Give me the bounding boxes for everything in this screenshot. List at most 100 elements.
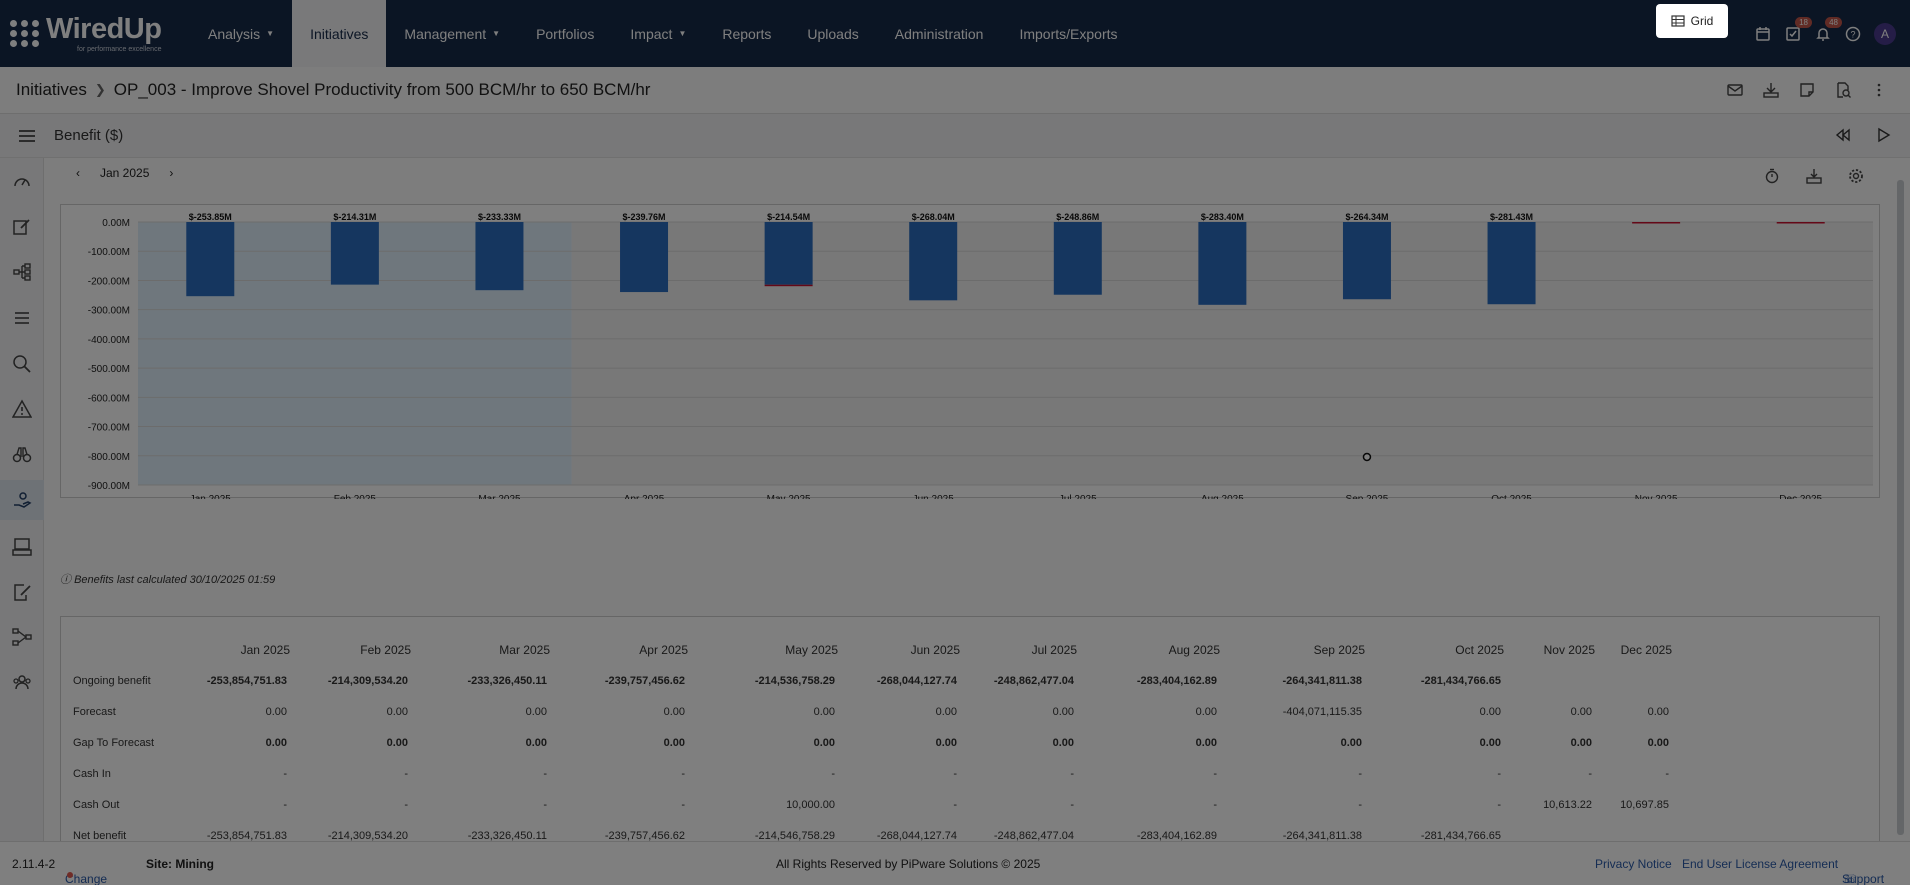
scrollbar[interactable] <box>1897 180 1904 835</box>
ongoing-benefit-bar[interactable] <box>1053 222 1102 295</box>
grid-cell[interactable]: 0.00 <box>1647 706 1669 718</box>
mail-icon[interactable] <box>1726 81 1744 104</box>
grid-cell[interactable]: 0.00 <box>813 737 835 749</box>
grid-cell[interactable]: - <box>1588 768 1592 780</box>
breadcrumb-root[interactable]: Initiatives <box>16 80 87 99</box>
team-icon[interactable] <box>12 672 32 692</box>
nav-item-administration[interactable]: Administration <box>877 0 1002 67</box>
grid-cell[interactable]: 10,697.85 <box>1620 799 1669 811</box>
ongoing-benefit-bar[interactable] <box>1198 222 1247 305</box>
rewind-icon[interactable] <box>1834 126 1852 149</box>
grid-cell[interactable]: 0.00 <box>386 706 408 718</box>
note-icon[interactable] <box>1798 81 1816 104</box>
grid-cell[interactable]: - <box>543 768 547 780</box>
settings-gear-icon[interactable] <box>1848 168 1864 189</box>
target-marker[interactable] <box>1362 452 1372 462</box>
register-icon[interactable] <box>12 537 32 557</box>
eula-link[interactable]: End User License Agreement <box>1682 857 1839 871</box>
grid-cell[interactable]: 0.00 <box>935 737 957 749</box>
help-icon[interactable]: ? <box>1844 25 1862 43</box>
grid-cell[interactable]: -248,862,477.04 <box>993 675 1074 687</box>
grid-cell[interactable]: - <box>1213 768 1217 780</box>
search-zoom-icon[interactable] <box>12 354 32 374</box>
cash-out-bar[interactable] <box>764 284 813 287</box>
nav-item-uploads[interactable]: Uploads <box>789 0 876 67</box>
grid-cell[interactable]: -214,309,534.20 <box>327 675 408 687</box>
cash-out-bar[interactable] <box>1776 222 1825 224</box>
grid-cell[interactable]: 0.00 <box>1570 706 1592 718</box>
grid-cell[interactable]: 0.00 <box>265 737 287 749</box>
document-search-icon[interactable] <box>1834 81 1852 104</box>
grid-cell[interactable]: 0.00 <box>1647 737 1669 749</box>
workflow-icon[interactable] <box>12 627 32 647</box>
benefit-hand-icon[interactable] <box>0 480 44 520</box>
ongoing-benefit-bar[interactable] <box>1342 222 1391 300</box>
cash-out-bar[interactable] <box>1632 222 1681 224</box>
tasks-icon[interactable]: 18 <box>1784 16 1812 43</box>
chevron-right-icon[interactable]: › <box>169 166 174 180</box>
grid-cell[interactable]: - <box>1358 799 1362 811</box>
grid-cell[interactable]: - <box>1070 768 1074 780</box>
grid-cell[interactable]: - <box>283 768 287 780</box>
bell-icon[interactable]: 48 <box>1814 16 1842 43</box>
wiredup-logo[interactable]: WiredUp for performance excellence <box>0 0 190 67</box>
ongoing-benefit-bar[interactable] <box>764 222 813 285</box>
binoculars-icon[interactable] <box>12 445 32 465</box>
grid-cell[interactable]: - <box>404 768 408 780</box>
download-icon[interactable] <box>1762 81 1780 104</box>
privacy-link[interactable]: Privacy Notice <box>1595 857 1672 871</box>
nav-item-management[interactable]: Management ▼ <box>386 0 518 67</box>
grid-cell[interactable]: - <box>543 799 547 811</box>
grid-cell[interactable]: - <box>404 799 408 811</box>
grid-view-button[interactable]: Grid <box>1656 4 1728 38</box>
grid-cell[interactable]: -253,854,751.83 <box>206 675 287 687</box>
grid-cell[interactable]: 0.00 <box>663 737 685 749</box>
grid-cell[interactable]: -264,341,811.38 <box>1282 675 1362 687</box>
export-icon[interactable] <box>1806 168 1822 189</box>
ongoing-benefit-bar[interactable] <box>909 222 958 301</box>
grid-cell[interactable]: - <box>953 799 957 811</box>
nav-item-imports-exports[interactable]: Imports/Exports <box>1001 0 1135 67</box>
more-vertical-icon[interactable] <box>1870 81 1888 104</box>
hamburger-menu-icon[interactable] <box>0 129 54 143</box>
ongoing-benefit-bar[interactable] <box>620 222 669 293</box>
grid-cell[interactable]: -233,326,450.11 <box>467 675 547 687</box>
grid-cell[interactable]: - <box>1497 768 1501 780</box>
grid-cell[interactable]: 0.00 <box>525 706 547 718</box>
grid-cell[interactable]: 0.00 <box>386 737 408 749</box>
grid-cell[interactable]: 0.00 <box>525 737 547 749</box>
grid-cell[interactable]: - <box>681 799 685 811</box>
grid-cell[interactable]: - <box>1665 768 1669 780</box>
hierarchy-icon[interactable] <box>12 262 32 282</box>
grid-cell[interactable]: - <box>953 768 957 780</box>
nav-item-portfolios[interactable]: Portfolios <box>518 0 612 67</box>
grid-cell[interactable]: 0.00 <box>1195 706 1217 718</box>
grid-cell[interactable]: 0.00 <box>1340 737 1362 749</box>
nav-item-reports[interactable]: Reports <box>704 0 789 67</box>
grid-cell[interactable]: 0.00 <box>1479 706 1501 718</box>
dashboard-gauge-icon[interactable] <box>12 172 32 192</box>
grid-cell[interactable]: - <box>681 768 685 780</box>
edit-icon[interactable] <box>12 217 32 237</box>
chevron-left-icon[interactable]: ‹ <box>76 166 80 180</box>
warning-icon[interactable] <box>12 399 32 419</box>
ongoing-benefit-bar[interactable] <box>330 222 379 285</box>
nav-item-analysis[interactable]: Analysis ▼ <box>190 0 292 67</box>
grid-cell[interactable]: -283,404,162.89 <box>1136 675 1217 687</box>
calendar-icon[interactable] <box>1754 25 1772 43</box>
grid-cell[interactable]: 0.00 <box>813 706 835 718</box>
grid-cell[interactable]: -214,536,758.29 <box>754 675 835 687</box>
grid-cell[interactable]: 0.00 <box>1052 737 1074 749</box>
nav-item-impact[interactable]: Impact ▼ <box>612 0 704 67</box>
ongoing-benefit-bar[interactable] <box>1487 222 1536 305</box>
grid-cell[interactable]: - <box>1070 799 1074 811</box>
grid-cell[interactable]: - <box>1213 799 1217 811</box>
nav-item-initiatives[interactable]: Initiatives <box>292 0 387 67</box>
grid-cell[interactable]: -239,757,456.62 <box>604 675 685 687</box>
grid-cell[interactable]: - <box>283 799 287 811</box>
ongoing-benefit-bar[interactable] <box>475 222 524 291</box>
ongoing-benefit-bar[interactable] <box>186 222 235 297</box>
grid-cell[interactable]: - <box>1358 768 1362 780</box>
play-icon[interactable] <box>1874 126 1892 149</box>
grid-cell[interactable]: 10,613.22 <box>1543 799 1592 811</box>
